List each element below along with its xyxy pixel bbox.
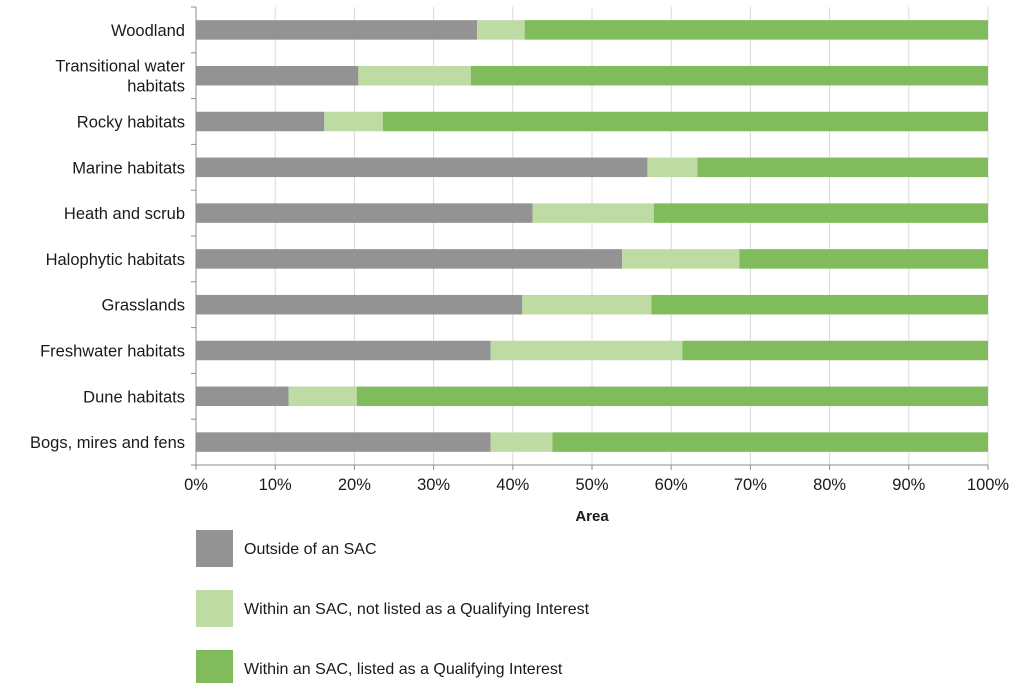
legend-label: Within an SAC, listed as a Qualifying In… xyxy=(244,661,563,678)
x-tick-label: 20% xyxy=(338,476,371,494)
legend-swatch xyxy=(196,530,233,567)
bar-segment xyxy=(651,294,988,315)
bar-segment xyxy=(552,432,988,452)
x-tick-label: 60% xyxy=(655,476,688,494)
x-tick-label: 30% xyxy=(417,476,450,494)
bar-segment xyxy=(682,340,988,361)
bar-segment xyxy=(477,20,525,40)
category-label: habitats xyxy=(127,78,185,96)
x-tick-label: 80% xyxy=(813,476,846,494)
bar-segment xyxy=(739,249,988,269)
bar-segment xyxy=(196,203,533,223)
legend-label: Within an SAC, not listed as a Qualifyin… xyxy=(244,601,590,618)
bar-segment xyxy=(382,111,988,132)
bar-segment xyxy=(324,111,383,132)
x-tick-label: 100% xyxy=(967,476,1010,494)
legend-swatch xyxy=(196,590,233,627)
x-axis-title: Area xyxy=(575,508,609,525)
category-label: Marine habitats xyxy=(72,159,185,177)
bar-segment xyxy=(196,386,289,407)
x-tick-label: 10% xyxy=(259,476,292,494)
bar-segment xyxy=(647,157,698,178)
category-label: Woodland xyxy=(111,22,185,40)
bar-segment xyxy=(196,249,623,269)
legend: Outside of an SAC Within an SAC, not list… xyxy=(196,530,590,683)
bar-segment xyxy=(196,432,491,452)
category-label: Grasslands xyxy=(102,297,185,315)
bar-segment xyxy=(653,203,988,223)
x-tick-label: 50% xyxy=(575,476,608,494)
category-label: Heath and scrub xyxy=(64,205,185,223)
bar-segment xyxy=(196,340,491,361)
category-label: Dune habitats xyxy=(83,388,185,406)
bar-segment xyxy=(697,157,988,178)
category-label: Transitional water xyxy=(55,58,185,76)
bar-segment xyxy=(490,432,553,452)
bar-segment xyxy=(524,20,988,40)
bar-segment xyxy=(196,65,359,86)
bar-segment xyxy=(196,111,325,132)
bar-segment xyxy=(532,203,654,223)
bar-segment xyxy=(196,294,523,315)
bar-segment xyxy=(470,65,989,86)
category-label: Freshwater habitats xyxy=(40,343,185,361)
bar-segment xyxy=(522,294,652,315)
legend-swatch xyxy=(196,650,233,683)
x-tick-label: 40% xyxy=(496,476,529,494)
x-tick-label: 0% xyxy=(184,476,208,494)
axes xyxy=(191,6,989,470)
bar-segment xyxy=(196,157,648,178)
x-tick-label: 70% xyxy=(734,476,767,494)
bar-segment xyxy=(490,340,683,361)
bar-segment xyxy=(356,386,988,407)
bar-segment xyxy=(288,386,357,407)
category-label: Rocky habitats xyxy=(77,114,185,132)
category-label: Bogs, mires and fens xyxy=(30,434,185,452)
bar-segment xyxy=(622,249,740,269)
legend-label: Outside of an SAC xyxy=(244,541,377,558)
x-tick-labels: 0% 10% 20% 30% 40% 50% 60% 70% 80% 90% 100% xyxy=(184,476,1009,494)
category-label: Halophytic habitats xyxy=(46,251,185,269)
category-labels: Woodland Transitional water habitats Rocky … xyxy=(30,22,186,452)
x-tick-label: 90% xyxy=(892,476,925,494)
bars xyxy=(196,20,989,452)
bar-segment xyxy=(196,20,478,40)
bar-segment xyxy=(358,65,471,86)
